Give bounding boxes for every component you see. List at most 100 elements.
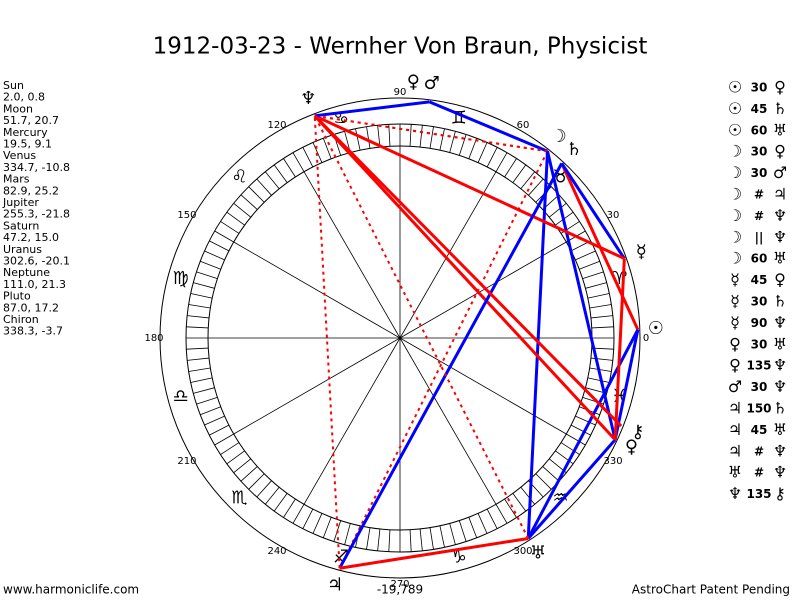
ring-hatch [273,493,288,512]
aspect-planet-b: ♆ [773,356,787,375]
aspect-line [428,100,549,153]
ring-hatch [256,480,272,498]
ring-hatch [419,528,423,551]
planet-name: Saturn [3,219,39,232]
planet-glyph: ♅ [530,543,546,564]
ring-hatch [560,442,580,455]
planet-name: Pluto [3,290,31,303]
spoke [233,337,401,435]
zodiac-sign: ♏ [231,488,247,509]
degree-label: 120 [267,120,286,131]
ring-hatch [233,458,252,473]
spoke [399,337,567,435]
title: 1912-03-23 - Wernher Von Braun, Physicis… [153,34,648,60]
aspect-line [338,162,564,569]
ring-hatch [468,517,478,538]
ring-hatch [477,513,488,534]
ring-hatch [265,486,280,505]
footer-left: www.harmoniclife.com [3,583,139,597]
aspect-planet-b: ♂ [773,163,787,182]
planet-position: 111.0, 21.3 [3,278,66,291]
aspect-line [546,150,617,441]
ring-hatch [355,128,361,151]
ring-hatch [512,493,527,512]
ring-hatch [512,164,527,183]
planet-position: 51.7, 20.7 [3,114,59,127]
planet-position: 255.3, -21.8 [3,208,70,221]
ring-hatch [186,347,209,350]
aspect-planet-b: ⚷ [774,484,786,503]
aspect-planet-a: ♃ [728,441,742,460]
ring-hatch [187,315,210,319]
ring-hatch [200,260,221,270]
planet-glyph: ♀ [625,436,638,457]
degree-label: 180 [144,333,163,344]
aspect-angle: 30 [751,380,768,394]
aspect-angle: 45 [751,273,768,287]
aspect-angle: || [755,230,764,244]
ring-hatch [240,466,258,482]
ring-hatch [458,520,467,542]
ring-hatch [449,131,456,153]
aspect-line [313,114,623,428]
aspect-planet-b: ♄ [773,399,787,418]
aspect-planet-b: ♅ [773,420,787,439]
zodiac-sign: ♌ [231,166,247,187]
aspect-planet-a: ♀ [729,356,741,375]
ring-hatch [458,134,467,156]
planet-glyph: ☉ [648,318,664,339]
aspect-planet-b: ♄ [773,99,787,118]
aspect-angle: # [754,444,764,458]
aspect-angle: 60 [751,123,768,137]
aspect-planet-b: ♀ [774,142,786,161]
ring-hatch [196,271,218,280]
ring-hatch [283,498,296,518]
ring-hatch [312,142,323,163]
planet-position: 82.9, 25.2 [3,184,59,197]
aspect-planet-b: ♀ [774,78,786,97]
aspect-angle: 30 [751,145,768,159]
aspect-planet-b: ♆ [773,441,787,460]
planet-glyph: ♂ [424,73,440,94]
aspect-planet-a: ♆ [728,484,742,503]
spoke [399,241,567,339]
planet-glyph: ⚷ [631,422,644,443]
aspect-line [314,114,548,153]
ring-hatch [591,326,614,329]
aspect-planet-a: ☉ [728,120,742,139]
ring-hatch [214,230,234,243]
ring-hatch [209,424,230,436]
ring-hatch [233,203,252,218]
aspect-planet-a: ☽ [728,142,742,161]
ring-hatch [419,125,423,148]
ring-hatch [587,293,610,299]
ring-hatch [302,147,314,168]
aspect-line [313,114,617,441]
ring-hatch [582,271,604,280]
ring-hatch [495,152,508,172]
ring-hatch [520,171,535,190]
ring-hatch [495,504,508,524]
aspect-angle: 150 [746,402,771,416]
ring-hatch [504,498,517,518]
aspect-planet-b: ♀ [774,270,786,289]
ring-hatch [377,125,381,148]
ring-hatch [468,138,478,159]
ring-hatch [449,523,456,545]
degree-label: 0 [643,333,649,344]
aspect-line [339,537,529,570]
ring-hatch [366,527,371,550]
ring-hatch [273,164,288,183]
ring-hatch [204,415,225,426]
aspect-planet-b: ♃ [773,185,787,204]
degree-label: 240 [267,546,286,557]
ring-hatch [283,158,296,178]
aspect-angle: 90 [751,316,768,330]
ring-hatch [590,357,613,361]
ring-hatch [477,142,488,163]
ring-hatch [214,433,234,446]
aspect-line [313,115,530,539]
ring-hatch [265,171,280,190]
ring-hatch [439,525,445,548]
bottom-value: -19,789 [377,583,423,597]
